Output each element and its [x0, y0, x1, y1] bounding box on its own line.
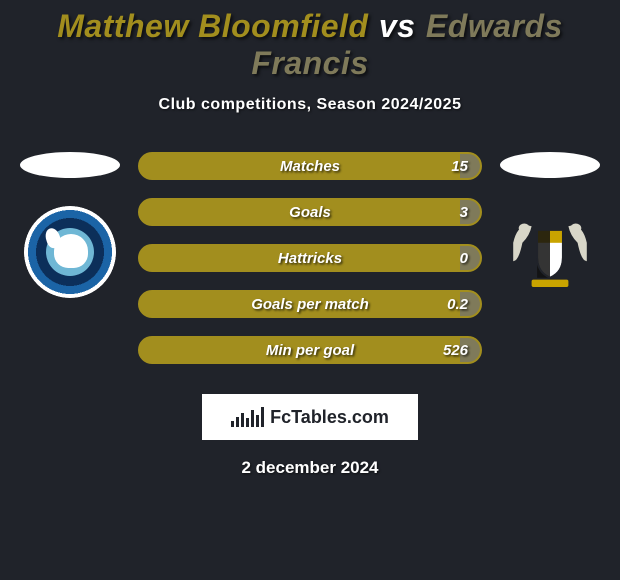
left-nation-flag [20, 152, 120, 178]
player1-name: Matthew Bloomfield [57, 8, 368, 44]
stat-bar: Goals per match 0.2 [138, 290, 482, 318]
right-crest-column [490, 152, 610, 364]
brand-bars-icon [231, 407, 264, 427]
title-row: Matthew Bloomfield vs Edwards Francis [0, 0, 620, 82]
stat-label: Min per goal [266, 342, 354, 359]
stat-bar: Goals 3 [138, 198, 482, 226]
stat-label: Goals per match [251, 296, 369, 313]
stat-bar: Min per goal 526 [138, 336, 482, 364]
subtitle: Club competitions, Season 2024/2025 [0, 96, 620, 114]
stat-label: Matches [280, 158, 340, 175]
stat-value-right: 15 [451, 154, 468, 178]
stats-list: Matches 15 Goals 3 Hattricks 0 Goals per match… [138, 152, 482, 364]
generated-date: 2 december 2024 [0, 458, 620, 478]
stat-value-right: 0.2 [447, 292, 468, 316]
comparison-card: Matthew Bloomfield vs Edwards Francis Cl… [0, 0, 620, 580]
stat-bar: Hattricks 0 [138, 244, 482, 272]
right-club-crest [504, 206, 596, 298]
left-crest-column [10, 152, 130, 364]
left-club-crest [24, 206, 116, 298]
brand-logo: FcTables.com [202, 394, 418, 440]
stat-label: Hattricks [278, 250, 342, 267]
stat-label: Goals [289, 204, 331, 221]
title-vs: vs [379, 8, 416, 44]
stat-value-right: 0 [460, 246, 468, 270]
body-zone: Matches 15 Goals 3 Hattricks 0 Goals per match… [0, 152, 620, 364]
right-nation-flag [500, 152, 600, 178]
stat-value-right: 526 [443, 338, 468, 362]
stat-bar: Matches 15 [138, 152, 482, 180]
brand-name: FcTables.com [270, 407, 389, 428]
stat-value-right: 3 [460, 200, 468, 224]
